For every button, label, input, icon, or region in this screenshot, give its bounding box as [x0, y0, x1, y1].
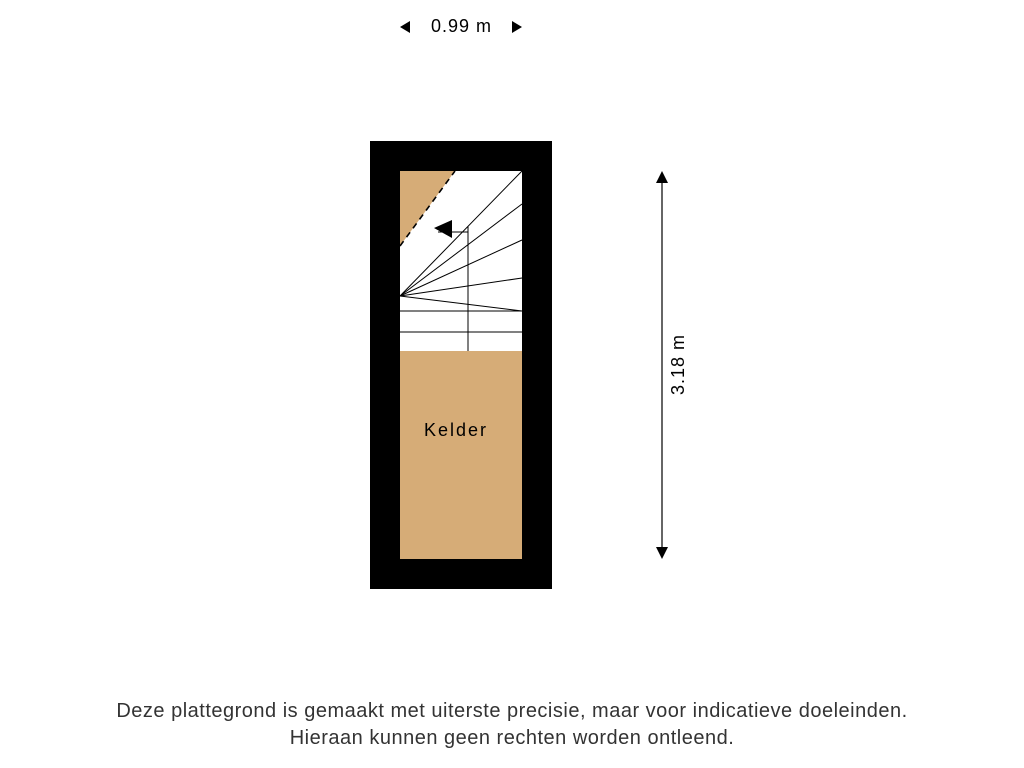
room-label-kelder: Kelder [424, 420, 488, 441]
disclaimer-line-1: Deze plattegrond is gemaakt met uiterste… [116, 700, 907, 722]
floorplan-canvas: 0.99 m 3.18 m [0, 0, 1024, 768]
floorplan-drawing [0, 0, 1024, 768]
disclaimer-line-2: Hieraan kunnen geen rechten worden ontle… [290, 727, 735, 749]
disclaimer-text: Deze plattegrond is gemaakt met uiterste… [0, 698, 1024, 752]
